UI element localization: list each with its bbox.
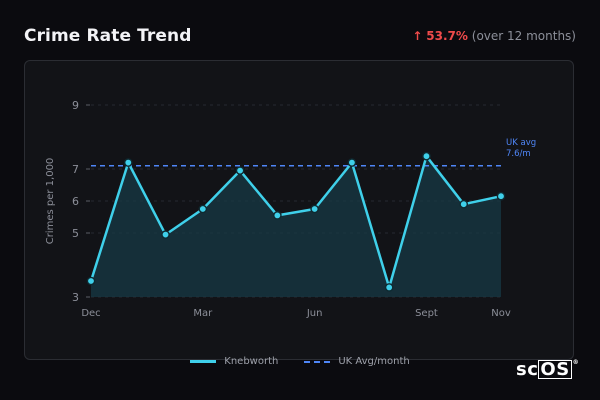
- y-tick-label: 5: [72, 227, 79, 240]
- legend-average-label: UK Avg/month: [338, 356, 410, 367]
- data-point: [310, 204, 319, 214]
- legend-item-series[interactable]: Knebworth: [190, 356, 278, 367]
- chart-legend: Knebworth UK Avg/month: [0, 356, 600, 367]
- logo-text: sc: [516, 359, 539, 380]
- legend-series-label: Knebworth: [224, 356, 279, 367]
- chart-title: Crime Rate Trend: [24, 26, 192, 46]
- x-tick-label: Jun: [306, 308, 323, 319]
- y-tick-label: 3: [72, 291, 79, 304]
- change-percent: 53.7%: [426, 29, 468, 43]
- y-tick-label: 6: [72, 195, 79, 208]
- y-tick-label: 9: [72, 99, 79, 112]
- data-point: [496, 191, 506, 201]
- data-point: [198, 204, 208, 214]
- series-line: [89, 154, 502, 289]
- brand-logo: sc OS ®: [516, 359, 579, 380]
- logo-boxed-text: OS: [538, 359, 572, 380]
- x-tick-label: Dec: [81, 308, 100, 319]
- legend-line-swatch: [190, 360, 217, 363]
- x-tick-label: Mar: [193, 308, 213, 319]
- uk-average-value: 7.6/m: [506, 149, 531, 159]
- legend-dashed-swatch: [304, 360, 331, 363]
- data-point: [235, 166, 245, 175]
- trend-up-arrow-icon: ↑: [412, 29, 423, 43]
- logo-registered-mark: ®: [572, 359, 580, 366]
- data-point: [347, 158, 357, 167]
- legend-item-average[interactable]: UK Avg/month: [304, 356, 410, 367]
- data-point: [161, 230, 170, 239]
- series-area-fill: [91, 156, 501, 297]
- data-point: [384, 283, 394, 292]
- change-indicator: ↑ 53.7% (over 12 months): [412, 29, 576, 43]
- data-point: [273, 211, 282, 220]
- data-point: [86, 276, 96, 286]
- y-axis-label: Crimes per 1,000: [45, 158, 56, 245]
- uk-average-label: UK avg: [506, 138, 536, 148]
- change-period: (over 12 months): [471, 29, 576, 43]
- x-tick-label: Sept: [415, 308, 438, 319]
- data-point: [459, 199, 469, 209]
- data-point: [123, 158, 133, 167]
- y-tick-label: 7: [72, 163, 79, 176]
- data-point: [422, 151, 431, 161]
- x-tick-label: Nov: [491, 308, 511, 319]
